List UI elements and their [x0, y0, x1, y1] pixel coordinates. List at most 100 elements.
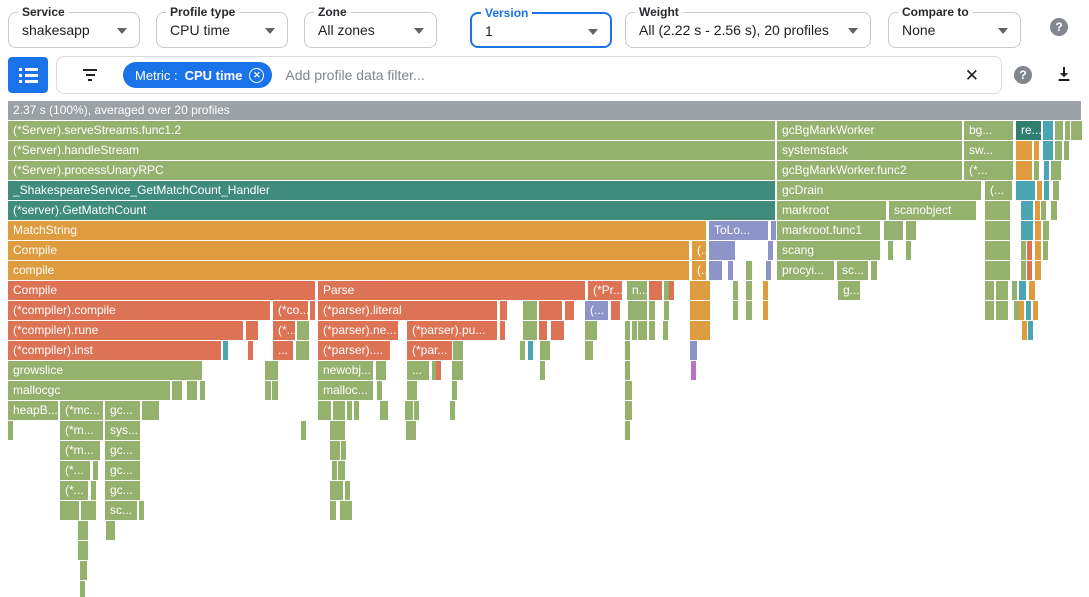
flame-bar[interactable]: mallocgc: [8, 381, 170, 400]
flame-bar[interactable]: [540, 361, 545, 380]
flame-bar[interactable]: gc...: [105, 481, 140, 500]
flame-bar[interactable]: [383, 401, 388, 420]
flame-bar[interactable]: [91, 481, 96, 500]
flame-bar[interactable]: [985, 201, 1010, 220]
flame-bar[interactable]: Compile: [8, 281, 315, 300]
flame-bar[interactable]: [690, 341, 697, 360]
flame-bar[interactable]: [450, 401, 455, 420]
flame-bar[interactable]: [432, 361, 437, 380]
flame-bar[interactable]: [664, 281, 669, 300]
flame-bar[interactable]: (*...: [60, 461, 90, 480]
flame-bar[interactable]: [585, 321, 597, 340]
flame-bar[interactable]: [1044, 181, 1049, 200]
flame-bar[interactable]: [1074, 121, 1079, 140]
flame-bar[interactable]: [407, 381, 417, 400]
flame-bar[interactable]: [265, 361, 278, 380]
flame-bar[interactable]: [1033, 301, 1038, 320]
flame-bar[interactable]: (*compiler).compile: [8, 301, 270, 320]
flame-bar[interactable]: [611, 301, 616, 320]
flame-bar[interactable]: [246, 321, 258, 340]
flame-bar[interactable]: [334, 481, 343, 500]
flame-bar[interactable]: re...: [1016, 121, 1041, 140]
flame-bar[interactable]: [569, 301, 574, 320]
flame-bar[interactable]: [500, 301, 507, 320]
flame-bar[interactable]: [347, 401, 352, 420]
flame-bar[interactable]: (*m...: [60, 421, 103, 440]
flame-bar[interactable]: (*compiler).inst: [8, 341, 221, 360]
flame-bar[interactable]: [1056, 161, 1061, 180]
flame-bar[interactable]: [376, 361, 381, 380]
flame-bar[interactable]: [565, 301, 570, 320]
flame-bar[interactable]: [733, 301, 738, 320]
flame-bar[interactable]: [1077, 121, 1082, 140]
flame-bar[interactable]: compile: [8, 261, 689, 280]
flame-bar[interactable]: [523, 301, 537, 320]
flame-bar[interactable]: [500, 321, 505, 340]
flame-bar[interactable]: [889, 221, 903, 240]
flame-bar[interactable]: [405, 401, 413, 420]
flame-bar[interactable]: [301, 421, 306, 440]
flame-bar[interactable]: [272, 381, 278, 400]
flame-bar[interactable]: [871, 261, 877, 280]
clear-filters-icon[interactable]: ✕: [964, 65, 979, 85]
flame-bar[interactable]: [1043, 141, 1053, 160]
flame-bar[interactable]: [452, 381, 457, 400]
flame-bar[interactable]: [380, 401, 385, 420]
flame-bar[interactable]: [632, 321, 637, 340]
flame-bar[interactable]: (...: [985, 181, 1012, 200]
flame-bar[interactable]: [1012, 281, 1017, 300]
flame-bar[interactable]: [411, 421, 416, 440]
flame-bar[interactable]: sw...: [964, 141, 1013, 160]
flame-bar[interactable]: [1037, 181, 1042, 200]
flame-bar[interactable]: (*Server).handleStream: [8, 141, 775, 160]
flame-bar[interactable]: [520, 341, 525, 360]
flame-bar[interactable]: [81, 501, 96, 520]
flame-bar[interactable]: [888, 241, 893, 260]
flame-bar[interactable]: [625, 321, 630, 340]
flame-bar[interactable]: [150, 401, 155, 420]
flame-bar[interactable]: [106, 521, 111, 540]
flame-bar[interactable]: [1034, 141, 1039, 160]
flame-bar[interactable]: [200, 381, 205, 400]
flame-bar[interactable]: [318, 401, 331, 420]
flame-bar[interactable]: [1064, 141, 1069, 160]
flame-bar[interactable]: [551, 321, 556, 340]
flame-bar[interactable]: [154, 401, 159, 420]
flame-bar[interactable]: (*Server).processUnaryRPC: [8, 161, 775, 180]
flame-bar[interactable]: [381, 361, 386, 380]
flame-bar[interactable]: [884, 221, 889, 240]
flame-bar[interactable]: [728, 261, 733, 280]
flame-bar[interactable]: [78, 521, 88, 540]
flame-bar[interactable]: g...: [838, 281, 860, 300]
flame-bar[interactable]: [709, 261, 722, 280]
flame-bar[interactable]: [223, 341, 228, 360]
flame-bar[interactable]: (...: [692, 241, 706, 260]
flame-bar[interactable]: [625, 381, 632, 400]
flame-bar[interactable]: [1026, 301, 1031, 320]
flame-bar[interactable]: [1055, 121, 1063, 140]
flame-bar[interactable]: [649, 281, 662, 300]
flame-bar[interactable]: growslice: [8, 361, 202, 380]
flame-bar[interactable]: (*...: [964, 161, 1013, 180]
flame-bar[interactable]: Compile: [8, 241, 689, 260]
flame-bar[interactable]: [996, 301, 1008, 320]
flame-bar[interactable]: [1041, 201, 1046, 220]
flame-bar[interactable]: [436, 361, 441, 380]
toolbar-help-icon[interactable]: ?: [1050, 18, 1068, 36]
flame-bar[interactable]: [709, 241, 735, 260]
flame-bar[interactable]: [690, 301, 710, 320]
flame-bar[interactable]: ...: [273, 341, 293, 360]
flame-bar[interactable]: heapB...: [8, 401, 58, 420]
flame-bar[interactable]: scang: [777, 241, 880, 260]
flame-bar[interactable]: [733, 281, 738, 300]
flame-bar[interactable]: [746, 261, 752, 280]
flame-bar[interactable]: [1055, 141, 1062, 160]
flame-bar[interactable]: [296, 341, 309, 360]
flame-bar[interactable]: ...: [407, 361, 429, 380]
filter-input-placeholder[interactable]: Add profile data filter...: [285, 67, 425, 83]
flame-bar[interactable]: bg...: [964, 121, 1013, 140]
flame-bar[interactable]: procyi...: [777, 261, 834, 280]
flame-bar[interactable]: [625, 361, 630, 380]
flame-bar[interactable]: (...: [692, 261, 706, 280]
flame-bar[interactable]: (*Server).serveStreams.func1.2: [8, 121, 775, 140]
